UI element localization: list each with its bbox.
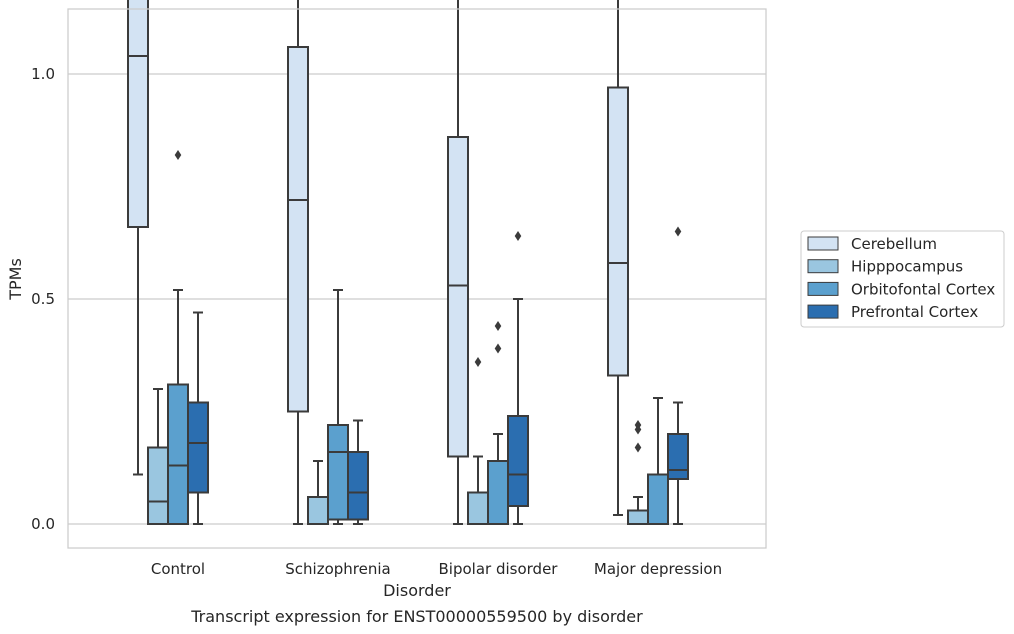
y-axis-label: TPMs — [6, 258, 25, 301]
box-iqr — [187, 401, 209, 494]
outlier-point — [494, 343, 502, 354]
box-iqr — [627, 509, 649, 525]
box-orbitofontal-cortex — [167, 150, 189, 525]
legend-label: Orbitofontal Cortex — [851, 280, 995, 298]
legend-swatch — [807, 236, 839, 251]
legend-label: Hipppocampus — [851, 258, 963, 276]
box-iqr — [487, 460, 509, 525]
box-orbitofontal-cortex — [487, 321, 509, 525]
legend-swatch — [807, 304, 839, 319]
x-tick-label: Major depression — [594, 560, 722, 578]
box-prefrontal-cortex — [507, 231, 529, 525]
outlier-point — [634, 420, 642, 430]
box-orbitofontal-cortex — [327, 289, 349, 525]
outlier-point — [674, 226, 682, 237]
legend-label: Cerebellum — [851, 235, 937, 253]
box-iqr — [467, 491, 489, 525]
outlier-point — [494, 321, 502, 331]
y-tick-label: 0.0 — [31, 515, 55, 533]
outlier-point — [634, 442, 642, 453]
box-hipppocampus — [147, 388, 169, 525]
box-iqr — [507, 415, 529, 507]
outlier-point — [514, 231, 522, 241]
outlier-point — [174, 150, 182, 160]
box-cerebellum — [607, 0, 629, 516]
box-prefrontal-cortex — [667, 226, 689, 525]
box-hipppocampus — [467, 357, 489, 525]
x-tick-label: Control — [151, 560, 205, 578]
box-iqr — [307, 496, 329, 525]
box-iqr — [347, 451, 369, 521]
box-hipppocampus — [627, 420, 649, 525]
legend-label: Prefrontal Cortex — [851, 303, 978, 321]
box-iqr — [667, 433, 689, 480]
outlier-point — [474, 357, 482, 367]
plot-frame — [67, 8, 767, 549]
box-iqr — [447, 136, 469, 458]
box-iqr — [147, 446, 169, 525]
box-iqr — [287, 46, 309, 413]
y-tick-labels: 0.00.51.01.52.0 — [31, 65, 55, 533]
box-iqr — [127, 0, 149, 228]
box-prefrontal-cortex — [187, 311, 209, 525]
box-iqr — [327, 424, 349, 521]
y-tick-label: 0.5 — [31, 290, 55, 308]
box-orbitofontal-cortex — [647, 397, 669, 525]
box-cerebellum — [127, 0, 149, 476]
x-axis-label: Disorder — [383, 581, 451, 600]
box-iqr — [167, 383, 189, 525]
legend: Cerebellum Hipppocampus Orbitofontal Corte… — [800, 230, 1005, 328]
x-tick-label: Schizophrenia — [285, 560, 390, 578]
box-cerebellum — [287, 0, 309, 525]
box-hipppocampus — [307, 460, 329, 525]
legend-swatch — [807, 281, 839, 296]
box-iqr — [647, 473, 669, 525]
box-prefrontal-cortex — [347, 419, 369, 525]
legend-swatch — [807, 259, 839, 274]
legend-frame — [800, 230, 1005, 328]
box-series — [127, 0, 689, 525]
x-tick-label: Bipolar disorder — [439, 560, 559, 578]
y-tick-label: 1.0 — [31, 65, 55, 83]
box-cerebellum — [447, 0, 469, 525]
box-iqr — [607, 86, 629, 377]
x-tick-labels: Control Schizophrenia Bipolar disorder Majo… — [151, 560, 722, 578]
chart-caption: Transcript expression for ENST0000055950… — [190, 607, 643, 626]
